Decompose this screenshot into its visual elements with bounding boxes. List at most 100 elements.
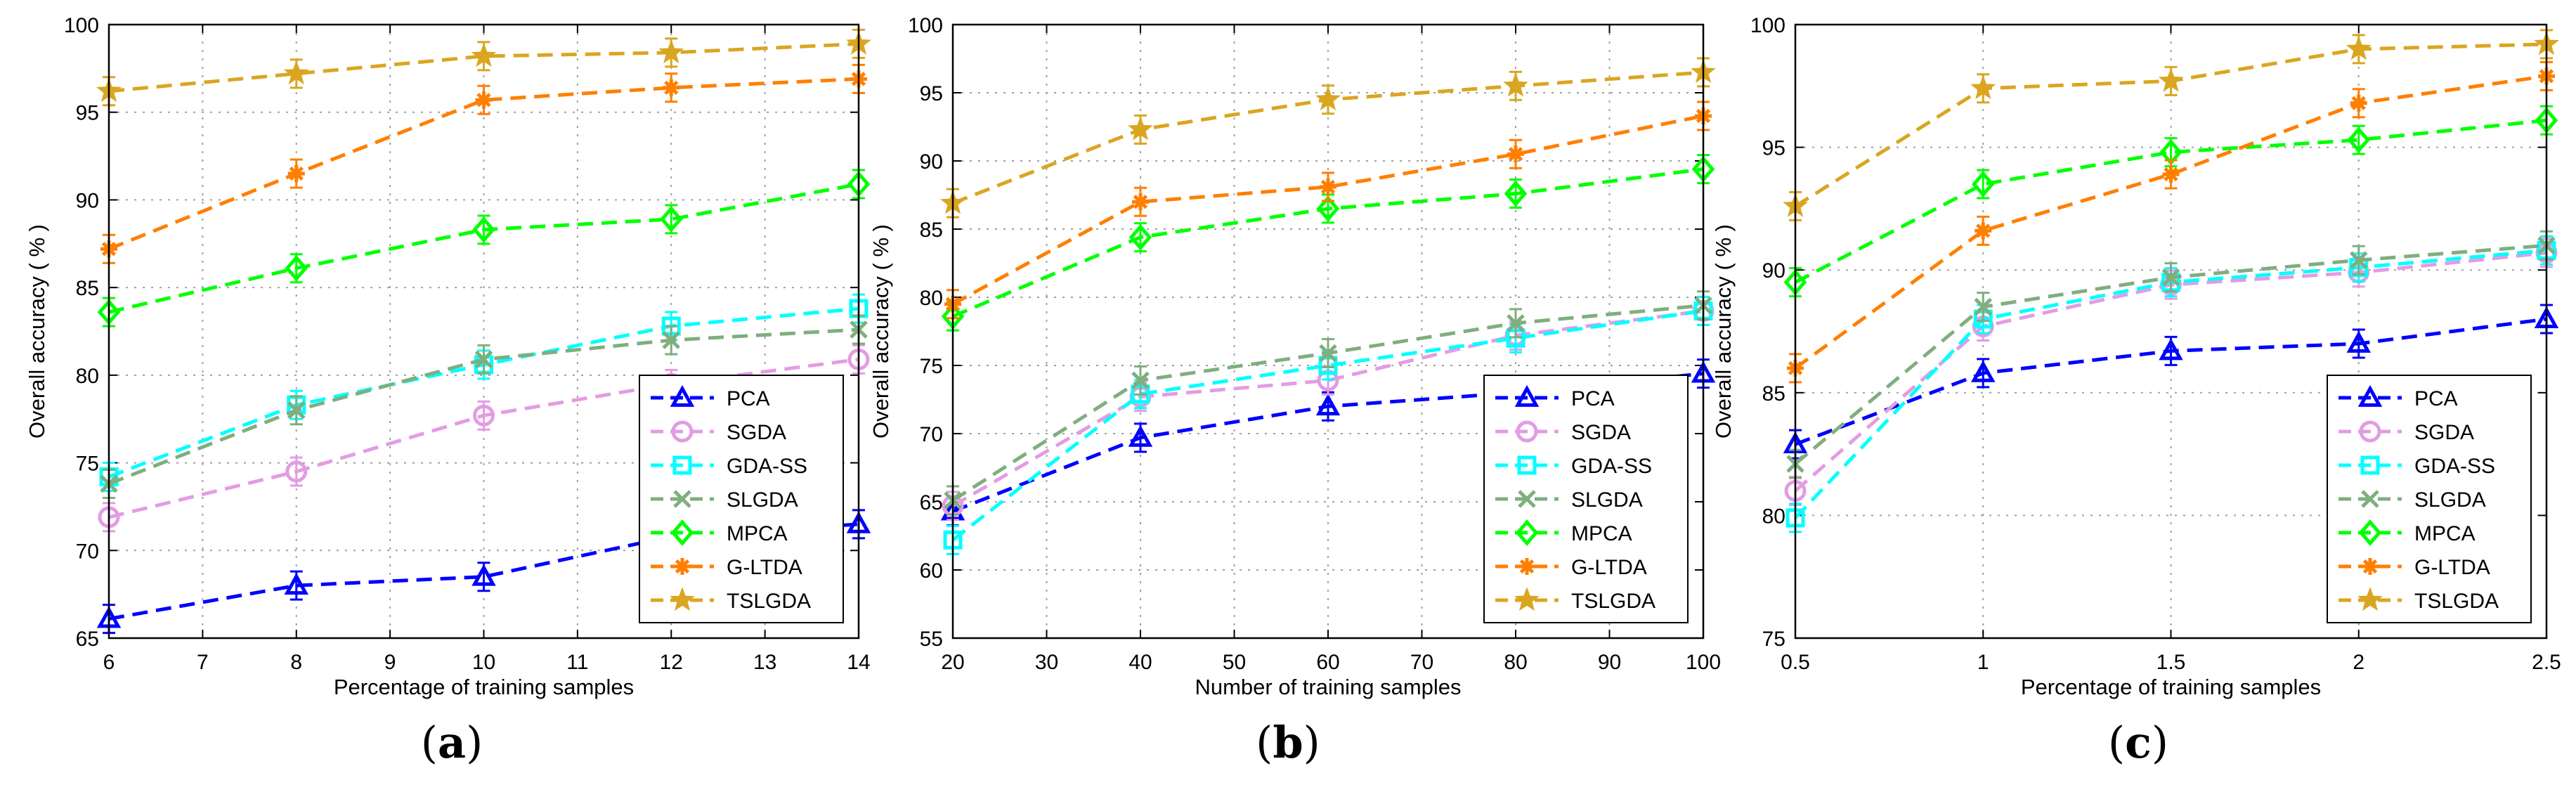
x-tick-label: 60 (1316, 651, 1339, 674)
legend-marker (671, 420, 694, 443)
x-tick-label: 12 (660, 651, 683, 674)
y-tick-label: 80 (76, 365, 99, 388)
y-tick-label: 70 (920, 423, 943, 446)
x-tick-label: 2.5 (2532, 651, 2561, 674)
y-tick-label: 100 (64, 14, 99, 37)
data-point (285, 460, 308, 483)
y-tick-label: 100 (1750, 14, 1785, 37)
legend-label: TSLGDA (2414, 590, 2499, 613)
chart-c: 0.5 1 1.5 2 2.5 75 80 85 90 95 100 Percentage of tr… (1711, 14, 2561, 699)
data-point (472, 216, 495, 243)
y-tick-label: 75 (920, 355, 943, 378)
legend-label: PCA (1571, 387, 1615, 410)
data-point (1132, 193, 1149, 211)
data-point (2346, 330, 2371, 353)
y-axis-label: Overall accuracy ( % ) (25, 224, 49, 439)
legend-marker (673, 490, 691, 508)
x-tick-label: 1.5 (2157, 651, 2186, 674)
legend-marker (672, 455, 692, 475)
x-axis-label: Number of training samples (1195, 675, 1461, 699)
data-point (471, 43, 497, 67)
data-point (2159, 338, 2183, 361)
legend-marker (2361, 490, 2379, 508)
data-point (1131, 371, 1150, 390)
x-tick-label: 11 (566, 651, 588, 674)
legend-marker (1517, 455, 1537, 475)
legend-label: SGDA (1571, 421, 1631, 444)
data-point (658, 39, 684, 64)
legend-marker (1514, 587, 1540, 611)
data-point (2350, 94, 2367, 112)
legend-marker (670, 519, 694, 546)
x-tick-label: 9 (384, 651, 396, 674)
x-tick-label: 1 (1977, 651, 1989, 674)
chart-b: 20 30 40 50 60 70 80 90 100 55 60 65 70 75 80 85 90 95 100… (869, 14, 1721, 699)
data-point (1315, 394, 1341, 416)
legend-label: SLGDA (727, 488, 798, 512)
legend-marker (2357, 384, 2383, 407)
x-tick-label: 2 (2353, 651, 2364, 674)
data-point (2347, 126, 2371, 153)
legend-marker (2360, 455, 2380, 475)
legend-marker (1516, 420, 1538, 443)
y-axis-label: Overall accuracy ( % ) (1711, 224, 1736, 439)
y-tick-label: 80 (1762, 505, 1785, 528)
y-tick-label: 65 (76, 628, 99, 651)
panel-caption-b: (b) (1256, 717, 1320, 768)
data-point (285, 254, 308, 282)
data-point (1504, 180, 1528, 207)
legend-label: MPCA (2414, 522, 2476, 545)
y-tick-label: 95 (76, 102, 99, 125)
y-tick-label: 85 (1762, 382, 1785, 406)
data-point (2161, 268, 2180, 287)
series-line (951, 309, 1704, 507)
data-point (2349, 251, 2368, 269)
legend-label: SGDA (727, 421, 786, 444)
y-tick-label: 75 (76, 453, 99, 476)
legend-marker (1514, 384, 1540, 407)
legend-label: GDA-SS (727, 455, 807, 478)
legend-marker (1518, 490, 1536, 508)
data-point (1971, 360, 1996, 382)
x-tick-label: 20 (941, 651, 964, 674)
series-line (1794, 74, 2547, 370)
panel-caption-c: (c) (2107, 717, 2169, 768)
data-point (1974, 297, 1993, 316)
legend-label: GDA-SS (2414, 455, 2495, 478)
legend-label: SLGDA (1571, 488, 1643, 512)
series-line (951, 114, 1704, 306)
data-point (1975, 222, 1992, 240)
legend-label: SGDA (2414, 421, 2474, 444)
x-tick-label: 80 (1504, 651, 1527, 674)
data-point (1128, 116, 1153, 141)
legend-marker (2362, 558, 2379, 575)
legend-label: PCA (2414, 387, 2458, 410)
y-tick-label: 65 (920, 491, 943, 514)
series-mpca (97, 169, 871, 327)
x-tick-label: 90 (1598, 651, 1621, 674)
data-point (287, 401, 306, 420)
legend-label: MPCA (1571, 522, 1632, 545)
series-slgda (944, 290, 1712, 516)
data-point (1316, 195, 1340, 222)
x-tick-label: 40 (1128, 651, 1152, 674)
data-point (2346, 36, 2372, 60)
data-point (283, 60, 309, 85)
legend-label: SLGDA (2414, 488, 2486, 512)
legend-label: MPCA (727, 522, 788, 545)
x-tick-label: 13 (753, 651, 776, 674)
x-tick-label: 10 (472, 651, 495, 674)
x-tick-label: 14 (847, 651, 870, 674)
legend-label: G-LTDA (2414, 556, 2490, 579)
y-tick-label: 85 (76, 277, 99, 300)
y-tick-label: 70 (76, 540, 99, 563)
legend-label: G-LTDA (1571, 556, 1647, 579)
x-axis-label: Percentage of training samples (334, 675, 634, 699)
x-tick-label: 0.5 (1781, 651, 1810, 674)
data-point (474, 350, 493, 369)
series-tslgda (940, 57, 1716, 219)
y-tick-label: 95 (920, 82, 943, 105)
y-tick-label: 75 (1762, 628, 1785, 651)
x-tick-label: 6 (103, 651, 115, 674)
